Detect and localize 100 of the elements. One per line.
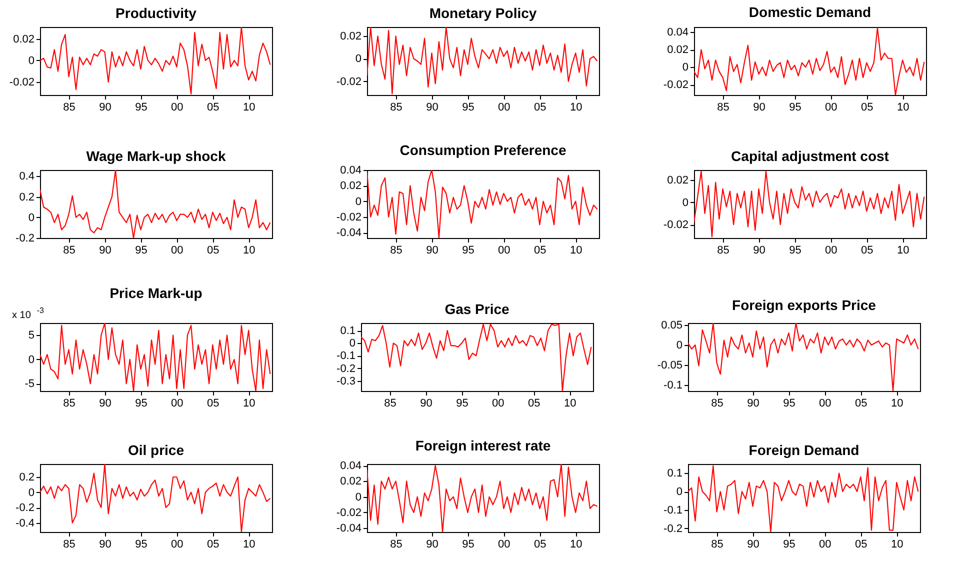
- y-tick-label: -0.02: [663, 219, 688, 232]
- x-tick-label: 10: [896, 102, 910, 114]
- y-tick-label: 0: [355, 196, 362, 208]
- x-tick-label: 95: [135, 398, 148, 410]
- line-series: [367, 170, 598, 238]
- x-tick-label: 10: [564, 398, 576, 410]
- y-tick-label: -0.4: [16, 517, 34, 530]
- x-tick-label: 10: [570, 102, 582, 114]
- y-tick-label: 0: [676, 486, 682, 498]
- x-tick-label: 95: [789, 102, 802, 114]
- y-tick-label: -0.1: [664, 380, 682, 392]
- x-tick-label: 05: [855, 538, 868, 550]
- y-tick-label: 0.04: [340, 164, 362, 176]
- y-tick-label: -0.02: [336, 506, 362, 519]
- chart-title: Foreign exports Price: [732, 297, 876, 313]
- y-tick-label: -0.05: [657, 360, 682, 372]
- x-tick-label: 00: [819, 398, 832, 410]
- line-series: [688, 323, 919, 391]
- x-tick-label: 05: [534, 102, 546, 114]
- x-tick-label: 85: [390, 538, 402, 550]
- y-tick-label: -0.04: [336, 227, 362, 240]
- y-tick-label: -0.2: [16, 502, 34, 514]
- line-series: [40, 27, 271, 94]
- y-tick-label: -0.04: [336, 522, 362, 535]
- y-tick-label: -0.2: [16, 232, 34, 244]
- chart-title: Monetary Policy: [429, 5, 537, 21]
- y-tick-label: 5: [28, 330, 34, 342]
- x-tick-label: 90: [426, 102, 438, 114]
- y-tick-label: 0: [682, 62, 688, 74]
- x-tick-label: 05: [861, 244, 874, 256]
- x-tick-label: 00: [498, 538, 510, 550]
- x-tick-label: 95: [135, 538, 148, 550]
- y-tick-label: -5: [24, 378, 34, 390]
- x-tick-label: 85: [711, 398, 724, 410]
- x-tick-label: 10: [570, 244, 582, 256]
- line-series: [694, 170, 925, 238]
- x-tick-label: 10: [242, 538, 256, 550]
- x-tick-label: 05: [207, 538, 220, 550]
- x-tick-label: 90: [753, 102, 766, 114]
- x-tick-label: 05: [207, 244, 220, 256]
- x-tick-label: 00: [171, 398, 184, 410]
- chart-title: Capital adjustment cost: [731, 148, 890, 164]
- x-tick-label: 85: [63, 244, 76, 256]
- x-tick-label: 00: [171, 102, 184, 114]
- y-tick-label: 0: [349, 338, 356, 350]
- y-tick-label: 0: [682, 196, 688, 209]
- x-tick-label: 05: [534, 538, 546, 550]
- line-series: [361, 324, 592, 391]
- x-tick-label: 05: [855, 398, 868, 410]
- x-tick-label: 85: [711, 538, 724, 550]
- x-tick-label: 95: [135, 244, 148, 256]
- x-tick-label: 10: [890, 398, 904, 410]
- x-tick-label: 00: [171, 538, 184, 550]
- chart-title: Price Mark-up: [110, 285, 202, 301]
- x-tick-label: 10: [890, 538, 904, 550]
- chart-title: Domestic Demand: [748, 4, 872, 20]
- y-tick-label: 0: [28, 212, 34, 224]
- chart-title: Foreign interest rate: [415, 438, 551, 454]
- line-series: [40, 464, 271, 532]
- y-tick-label: 0: [355, 53, 362, 66]
- line-series: [688, 465, 919, 532]
- chart-title: Productivity: [116, 5, 197, 21]
- y-tick-label: 0.1: [667, 468, 682, 480]
- x-tick-label: 85: [63, 102, 76, 114]
- x-tick-label: 00: [492, 398, 504, 410]
- y-tick-label: 0: [355, 491, 362, 504]
- x-tick-label: 90: [420, 398, 432, 410]
- y-tick-label: 0.02: [667, 44, 688, 56]
- y-tick-label: -0.02: [9, 76, 34, 89]
- y-tick-label: 0.04: [340, 460, 362, 472]
- x-tick-label: 95: [783, 398, 796, 410]
- x-tick-label: 90: [99, 398, 112, 410]
- y-tick-label: -0.1: [664, 504, 682, 516]
- x-tick-label: 10: [242, 102, 256, 114]
- x-tick-label: 85: [63, 398, 76, 410]
- y-tick-label: 0.02: [340, 180, 362, 192]
- y-tick-label: 0: [28, 486, 34, 499]
- x-tick-label: 90: [747, 398, 760, 410]
- x-tick-label: 05: [207, 398, 220, 410]
- y-tick-label: 0.1: [340, 325, 356, 338]
- x-tick-label: 05: [861, 102, 874, 114]
- x-tick-label: 90: [753, 244, 766, 256]
- line-series: [40, 170, 271, 238]
- y-tick-label: 0.4: [19, 170, 34, 183]
- y-tick-label: 0: [28, 354, 34, 366]
- x-tick-label: 95: [462, 538, 474, 550]
- y-tick-label: -0.2: [336, 362, 356, 375]
- x-tick-label: 90: [747, 538, 760, 550]
- x-tick-label: 90: [99, 244, 112, 256]
- y-tick-label: -0.02: [336, 76, 362, 88]
- x-tick-label: 85: [717, 102, 730, 114]
- x-tick-label: 10: [570, 538, 582, 550]
- x-tick-label: 10: [896, 244, 910, 256]
- x-tick-label: 85: [717, 244, 730, 256]
- x-tick-label: 10: [242, 398, 256, 410]
- x-tick-label: 95: [783, 538, 796, 550]
- y-tick-label: 0: [28, 54, 34, 67]
- line-series: [367, 27, 598, 94]
- x-tick-label: 05: [528, 398, 540, 410]
- x-tick-label: 90: [99, 102, 112, 114]
